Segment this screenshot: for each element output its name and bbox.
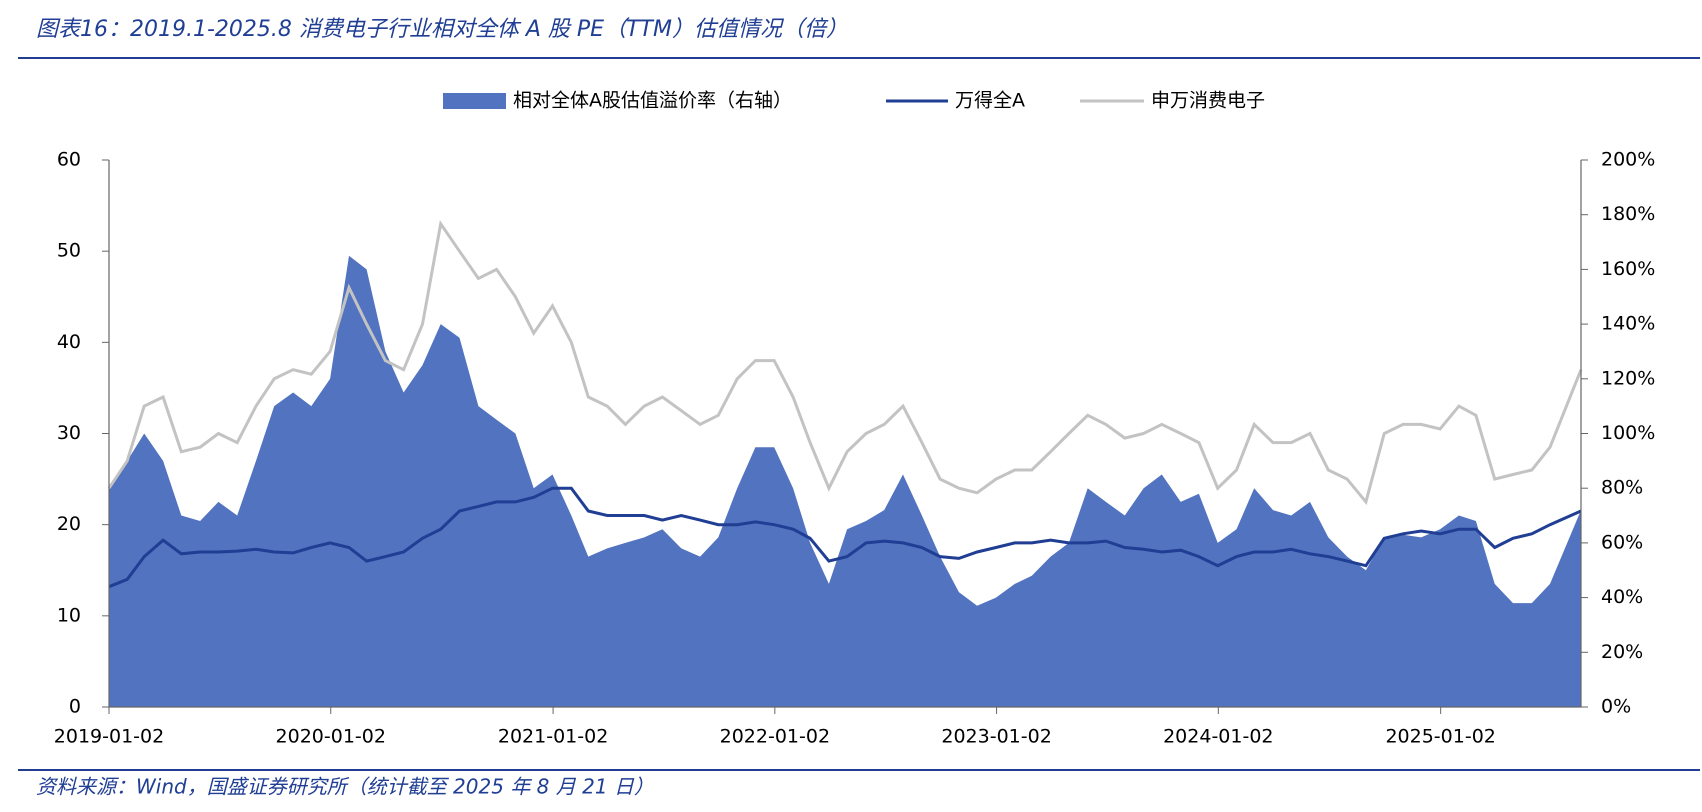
x-tick-label: 2025-01-02 [1385, 726, 1495, 748]
y-tick-label: 20 [57, 513, 81, 535]
x-tick-label: 2022-01-02 [720, 726, 830, 748]
legend-label: 万得全A [955, 90, 1025, 112]
y2-tick-label: 120% [1601, 367, 1655, 389]
line [108, 486, 1582, 589]
y2-tick-label: 60% [1601, 531, 1643, 553]
x-tick-label: 2023-01-02 [941, 726, 1051, 748]
y2-tick-label: 160% [1601, 258, 1655, 280]
y2-tick-label: 200% [1601, 149, 1655, 171]
line [107, 219, 1583, 506]
y-tick-label: 40 [57, 331, 81, 353]
y2-tick-label: 180% [1601, 203, 1655, 225]
source: 资料来源：Wind，国盛证券研究所（统计截至 2025 年 8 月 21 日） [36, 775, 654, 799]
y2-tick-label: 40% [1601, 586, 1643, 608]
legend-label: 相对全体A股估值溢价率（右轴） [513, 90, 792, 112]
y2-tick-label: 0% [1601, 696, 1631, 718]
y-tick-label: 30 [57, 422, 81, 444]
legend-label: 申万消费电子 [1151, 90, 1265, 112]
y-tick-label: 10 [57, 604, 81, 626]
y-tick-label: 50 [57, 240, 81, 262]
legend-swatch [443, 93, 506, 109]
x-tick-label: 2019-01-02 [54, 726, 164, 748]
y2-tick-label: 140% [1601, 313, 1655, 335]
y-tick-label: 60 [57, 149, 81, 171]
y-tick-label: 0 [69, 696, 81, 718]
x-tick-label: 2020-01-02 [276, 726, 386, 748]
area [109, 255, 1581, 707]
y2-tick-label: 80% [1601, 477, 1643, 499]
y2-tick-label: 100% [1601, 422, 1655, 444]
x-tick-label: 2024-01-02 [1163, 726, 1273, 748]
chart-title: 图表16：2019.1-2025.8 消费电子行业相对全体 A 股 PE（TTM… [36, 17, 848, 42]
y2-tick-label: 20% [1601, 641, 1643, 663]
x-tick-label: 2021-01-02 [498, 726, 608, 748]
